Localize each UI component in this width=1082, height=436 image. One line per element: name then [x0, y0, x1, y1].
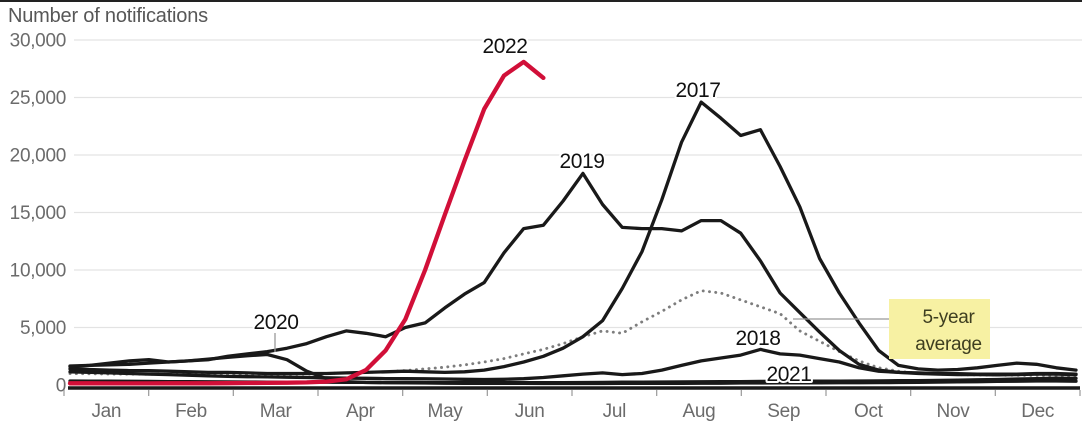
y-axis-tick-label: 15,000	[10, 203, 66, 224]
x-axis-month-label: Mar	[260, 401, 293, 422]
x-axis-month-label: Oct	[854, 401, 884, 422]
x-axis-month-label: Dec	[1021, 401, 1054, 422]
series-line-2017	[68, 100, 1078, 376]
series-line-2022	[67, 59, 546, 386]
series-label-2018: 2018	[735, 327, 780, 350]
x-axis-month-label: Jan	[91, 401, 121, 422]
x-axis-month-label: Jul	[603, 401, 626, 422]
top-rule	[0, 0, 1082, 2]
annotation-box	[889, 299, 990, 359]
x-axis-month-label: Nov	[937, 401, 971, 422]
series-label-2017: 2017	[675, 79, 720, 102]
y-axis-tick-label: 20,000	[10, 146, 66, 167]
x-axis-month-label: May	[428, 401, 464, 422]
y-axis-tick-label: 0	[56, 376, 66, 397]
series-label-2020: 2020	[253, 311, 298, 334]
x-axis-month-label: Jun	[515, 401, 545, 422]
y-axis-tick-label: 10,000	[10, 261, 66, 282]
x-axis-month-label: Feb	[175, 401, 207, 422]
x-axis-month-label: Apr	[346, 401, 376, 422]
annotation-text-line: average	[915, 334, 982, 355]
series-label-2022: 2022	[482, 35, 527, 58]
y-axis-tick-label: 30,000	[10, 31, 66, 52]
series-line-2019	[68, 171, 1078, 377]
y-axis-tick-label: 5,000	[20, 318, 66, 339]
chart-title: Number of notifications	[8, 5, 208, 27]
series-label-2019: 2019	[559, 150, 604, 173]
x-axis-month-label: Sep	[767, 401, 800, 422]
annotation-text-line: 5-year	[922, 307, 975, 328]
series-label-2021: 2021	[766, 363, 811, 386]
y-axis-tick-label: 25,000	[10, 88, 66, 109]
x-axis-month-label: Aug	[683, 401, 716, 422]
